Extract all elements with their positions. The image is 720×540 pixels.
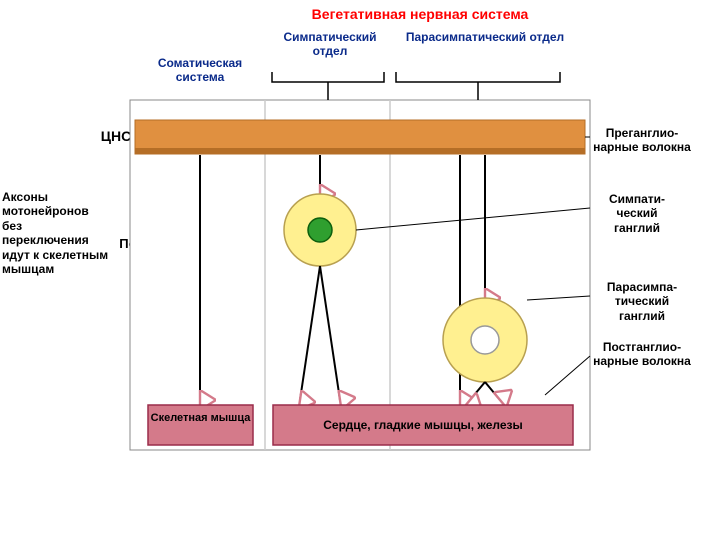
skeletal-muscle-label: Скелетная мышца xyxy=(148,412,253,425)
diagram-svg xyxy=(0,0,720,540)
target-organs-label: Сердце, гладкие мышцы, железы xyxy=(273,418,573,432)
